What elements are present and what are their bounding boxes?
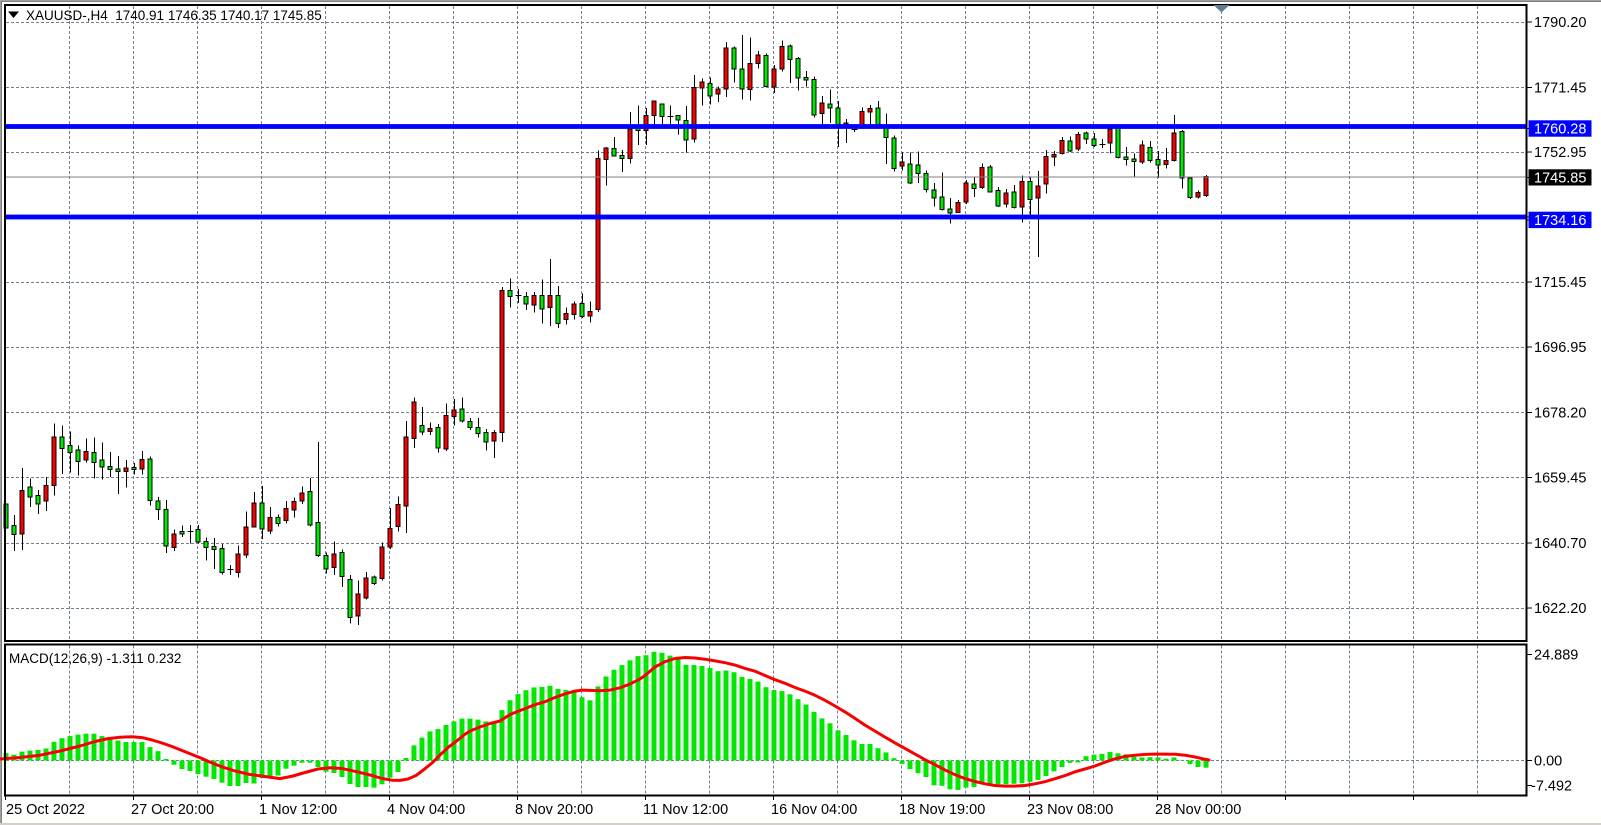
svg-text:25 Oct 2022: 25 Oct 2022 bbox=[6, 802, 85, 818]
svg-text:1678.20: 1678.20 bbox=[1534, 406, 1586, 422]
svg-text:24.889: 24.889 bbox=[1534, 648, 1578, 664]
svg-text:1771.45: 1771.45 bbox=[1534, 81, 1586, 97]
svg-text:16 Nov 04:00: 16 Nov 04:00 bbox=[771, 802, 857, 818]
svg-text:MACD(12,26,9) -1.311 0.232: MACD(12,26,9) -1.311 0.232 bbox=[9, 651, 181, 666]
svg-text:8 Nov 20:00: 8 Nov 20:00 bbox=[515, 802, 593, 818]
svg-text:1745.85: 1745.85 bbox=[1534, 170, 1586, 186]
svg-text:1659.45: 1659.45 bbox=[1534, 471, 1586, 487]
svg-text:0.00: 0.00 bbox=[1534, 754, 1562, 770]
svg-text:1 Nov 12:00: 1 Nov 12:00 bbox=[259, 802, 337, 818]
svg-text:28 Nov 00:00: 28 Nov 00:00 bbox=[1155, 802, 1241, 818]
svg-text:1640.70: 1640.70 bbox=[1534, 536, 1586, 552]
svg-text:XAUUSD-,H4 1740.91 1746.35 17: XAUUSD-,H4 1740.91 1746.35 1740.17 1745.… bbox=[26, 8, 322, 23]
svg-text:1752.95: 1752.95 bbox=[1534, 145, 1586, 161]
svg-text:1696.95: 1696.95 bbox=[1534, 340, 1586, 356]
svg-text:1760.28: 1760.28 bbox=[1534, 122, 1586, 138]
svg-text:1622.20: 1622.20 bbox=[1534, 601, 1586, 617]
svg-text:1790.20: 1790.20 bbox=[1534, 15, 1586, 31]
svg-text:18 Nov 19:00: 18 Nov 19:00 bbox=[899, 802, 985, 818]
svg-text:11 Nov 12:00: 11 Nov 12:00 bbox=[643, 802, 728, 818]
svg-text:1715.45: 1715.45 bbox=[1534, 275, 1586, 291]
svg-text:27 Oct 20:00: 27 Oct 20:00 bbox=[131, 802, 214, 818]
svg-text:23 Nov 08:00: 23 Nov 08:00 bbox=[1027, 802, 1113, 818]
svg-text:-7.492: -7.492 bbox=[1531, 779, 1572, 795]
svg-text:1734.16: 1734.16 bbox=[1534, 213, 1586, 229]
svg-text:4 Nov 04:00: 4 Nov 04:00 bbox=[387, 802, 465, 818]
